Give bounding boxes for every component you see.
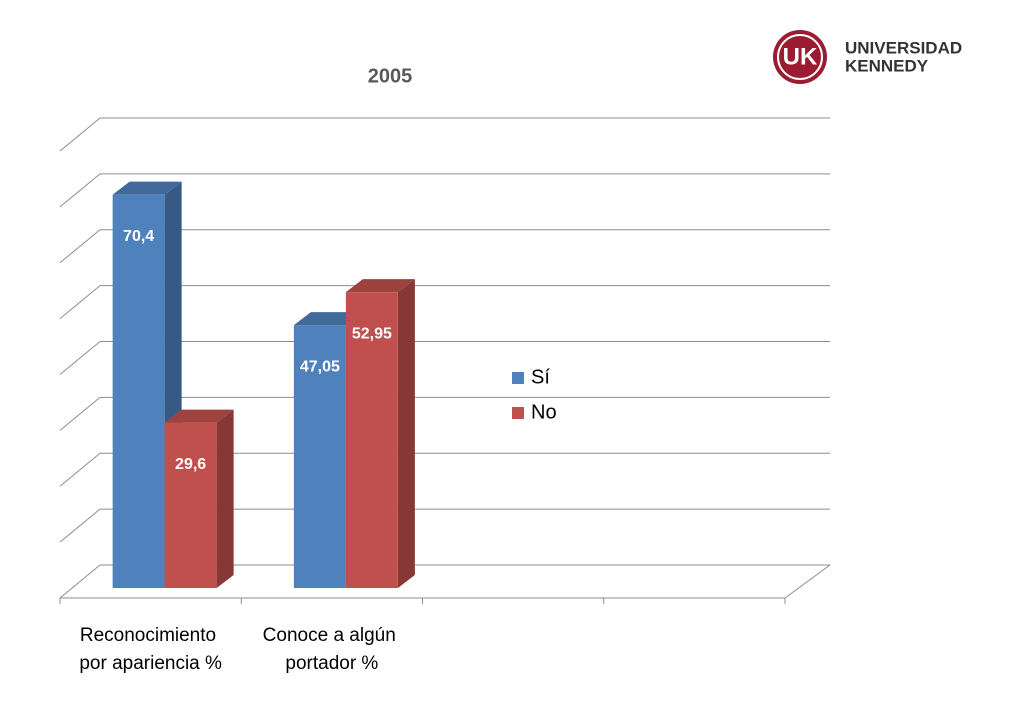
logo: UK UNIVERSIDAD KENNEDY (773, 30, 962, 84)
grid-line (59, 173, 101, 208)
logo-mark: UK (783, 43, 818, 70)
legend-swatch (512, 407, 524, 419)
grid-line (59, 117, 101, 152)
grid-line (59, 564, 101, 599)
bar-front (345, 292, 398, 588)
legend-label: No (531, 401, 557, 423)
legend-swatch (512, 372, 524, 384)
chart-title: 2005 (368, 65, 413, 87)
bar-top (293, 312, 363, 326)
x-tick-label: Reconocimiento por apariencia % (79, 625, 222, 674)
bar-top (345, 279, 415, 293)
x-tick-label: Conoce a algún portador % (263, 625, 401, 674)
value-label: 70,4 (123, 228, 154, 245)
logo-circle (773, 30, 827, 84)
value-label: 52,95 (352, 325, 392, 342)
bar (345, 279, 415, 588)
logo-ring (777, 34, 823, 80)
value-label: 47,05 (300, 358, 340, 375)
bar-side (397, 279, 415, 588)
bar (112, 181, 182, 588)
grid-line (59, 229, 101, 264)
logo-text: KENNEDY (845, 56, 929, 75)
grid-line (59, 341, 101, 375)
bar-front (112, 194, 165, 588)
legend-label: Sí (531, 366, 550, 388)
bar-front (293, 325, 346, 588)
value-label: 29,6 (175, 456, 206, 473)
bar-side (216, 409, 234, 588)
grid-line (59, 396, 101, 431)
bar-top (112, 181, 182, 195)
logo-text: UNIVERSIDAD (845, 38, 962, 57)
grid-line (59, 508, 101, 543)
grid-line (59, 452, 101, 487)
bar-top (164, 409, 234, 423)
grid-line (59, 285, 101, 320)
bar (164, 409, 234, 588)
bar-front (164, 422, 217, 588)
floor-edge (784, 564, 831, 599)
